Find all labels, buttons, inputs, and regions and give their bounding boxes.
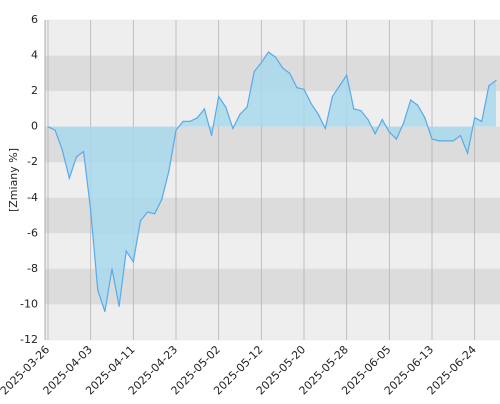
point: [282, 67, 284, 69]
point: [452, 140, 454, 142]
point: [146, 211, 149, 213]
point: [360, 110, 362, 112]
y-tick-label: -4: [27, 191, 38, 204]
point: [260, 62, 262, 64]
band: [45, 304, 500, 340]
point: [267, 51, 270, 53]
point: [189, 120, 191, 122]
point: [438, 140, 440, 142]
y-tick-label: 6: [31, 13, 38, 26]
point: [324, 127, 326, 130]
point: [75, 156, 78, 158]
point: [253, 70, 255, 73]
point: [68, 177, 70, 179]
point: [424, 117, 426, 119]
y-tick-label: 4: [31, 49, 38, 62]
point: [104, 310, 106, 313]
y-tick-label: 2: [31, 84, 38, 97]
y-tick-label: -6: [27, 226, 38, 239]
point: [374, 133, 376, 135]
point: [459, 134, 462, 137]
point: [395, 138, 398, 140]
point: [410, 99, 412, 101]
point: [182, 120, 184, 122]
point: [388, 131, 390, 133]
point: [61, 149, 63, 151]
point: [402, 122, 405, 124]
point: [232, 127, 234, 130]
point: [289, 72, 291, 74]
y-tick-label: -10: [20, 297, 38, 310]
point: [495, 79, 497, 82]
y-tick-label: 0: [31, 120, 38, 133]
area: [48, 52, 496, 312]
point: [118, 305, 120, 307]
point: [474, 117, 476, 119]
point: [239, 113, 241, 115]
y-tick-label: -8: [27, 262, 38, 275]
point: [175, 129, 177, 131]
point: [353, 108, 355, 110]
point: [331, 95, 334, 98]
point: [296, 86, 298, 89]
point: [303, 88, 305, 90]
point: [139, 220, 142, 222]
point: [317, 113, 319, 115]
point: [218, 95, 220, 98]
point: [111, 268, 113, 270]
point: [367, 118, 369, 121]
point: [481, 120, 483, 122]
point: [47, 126, 49, 128]
point: [210, 134, 213, 137]
point: [431, 138, 433, 140]
point: [346, 74, 348, 76]
band: [45, 20, 500, 56]
point: [132, 261, 134, 263]
point: [161, 198, 163, 201]
point: [338, 85, 341, 87]
point: [381, 118, 383, 121]
y-axis-label: [Zmiany %]: [7, 148, 20, 212]
point: [154, 213, 156, 215]
y-tick-label: -2: [27, 155, 38, 168]
y-tick-label: -12: [20, 333, 38, 346]
point: [168, 170, 170, 172]
point: [417, 104, 419, 106]
point: [196, 117, 198, 119]
point: [310, 102, 312, 105]
line: [47, 51, 497, 312]
point: [466, 152, 469, 154]
point: [125, 250, 127, 252]
point: [445, 140, 447, 142]
point: [90, 209, 92, 211]
point: [82, 150, 85, 153]
point: [54, 129, 56, 131]
point: [225, 106, 227, 108]
point: [97, 289, 99, 291]
point: [246, 106, 248, 108]
point: [488, 85, 490, 87]
point: [274, 56, 277, 58]
point: [203, 108, 206, 110]
